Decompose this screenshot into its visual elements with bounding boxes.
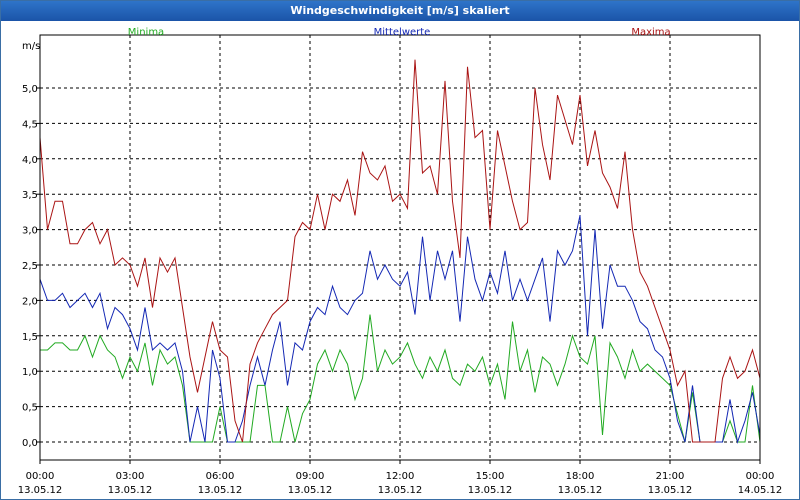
x-tick-time: 00:00 <box>26 471 55 482</box>
x-tick-time: 12:00 <box>386 471 415 482</box>
y-tick-label: 3,0 <box>22 226 38 237</box>
x-tick-date: 13.05.12 <box>18 485 63 496</box>
y-tick-label: 1,0 <box>22 367 38 378</box>
axis-ticks: 0,0 0,5 1,0 1,5 2,0 2,5 3,0 3,5 4,0 4,5 5,0 00:00 13… <box>18 84 783 496</box>
series-line-minima <box>40 314 761 443</box>
y-tick-label: 1,5 <box>22 332 38 343</box>
x-tick-time: 18:00 <box>566 471 595 482</box>
series-line-maxima <box>39 59 761 443</box>
y-tick-label: 5,0 <box>22 84 38 95</box>
legend-entry-mittelwerte: Mittelwerte <box>374 27 431 38</box>
y-tick-label: 0,0 <box>22 438 38 449</box>
legend-entry-maxima: Maxima <box>631 27 670 38</box>
x-tick-time: 09:00 <box>296 471 325 482</box>
x-tick-time: 21:00 <box>656 471 685 482</box>
x-tick-date: 13.05.12 <box>648 485 693 496</box>
grid-lines <box>40 35 760 460</box>
y-tick-label: 2,0 <box>22 296 38 307</box>
y-tick-label: 3,5 <box>22 190 38 201</box>
x-tick-date: 14.05.12 <box>738 485 783 496</box>
x-tick-time: 03:00 <box>116 471 145 482</box>
x-tick-date: 13.05.12 <box>468 485 513 496</box>
x-tick-time: 15:00 <box>476 471 505 482</box>
y-axis-label: m/s <box>22 41 40 52</box>
legend: Minima Mittelwerte Maxima <box>128 27 671 38</box>
x-tick-date: 13.05.12 <box>288 485 333 496</box>
y-tick-label: 2,5 <box>22 261 38 272</box>
x-tick-time: 06:00 <box>206 471 235 482</box>
y-tick-label: 0,5 <box>22 403 38 414</box>
x-tick-time: 00:00 <box>746 471 775 482</box>
legend-entry-minima: Minima <box>128 27 164 38</box>
y-tick-label: 4,5 <box>22 119 38 130</box>
series-layer <box>39 59 761 444</box>
y-tick-label: 4,0 <box>22 155 38 166</box>
x-tick-date: 13.05.12 <box>378 485 423 496</box>
chart-title: Windgeschwindigkeit [m/s] skaliert <box>1 1 799 21</box>
x-tick-date: 13.05.12 <box>198 485 243 496</box>
series-line-mittelwerte <box>39 215 761 444</box>
x-tick-date: 13.05.12 <box>108 485 153 496</box>
x-tick-date: 13.05.12 <box>558 485 603 496</box>
